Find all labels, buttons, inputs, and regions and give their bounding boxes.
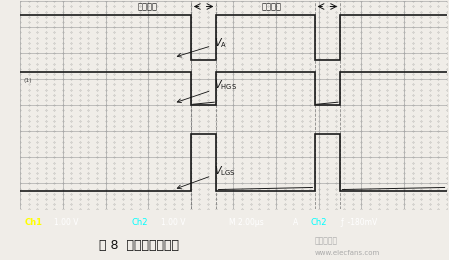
Text: (1): (1) <box>24 78 32 83</box>
Text: 图 8  实测的驱动波形: 图 8 实测的驱动波形 <box>99 239 179 252</box>
Text: Ch2: Ch2 <box>131 218 148 228</box>
Text: $V_\mathrm{A}$: $V_\mathrm{A}$ <box>177 36 228 57</box>
Text: Ch1: Ch1 <box>24 218 43 228</box>
Text: $V_\mathrm{HGS}$: $V_\mathrm{HGS}$ <box>177 79 237 103</box>
Text: ƒ  -180mV: ƒ -180mV <box>340 218 377 228</box>
Text: A: A <box>293 218 299 228</box>
Text: 1.00 V: 1.00 V <box>54 218 79 228</box>
Text: www.elecfans.com: www.elecfans.com <box>314 250 379 256</box>
Text: M 2.00μs: M 2.00μs <box>229 218 264 228</box>
Text: 电子发烧友: 电子发烧友 <box>314 237 338 246</box>
Text: 不导通区: 不导通区 <box>261 2 281 11</box>
Text: 不导通区: 不导通区 <box>137 2 158 11</box>
Text: Ch2: Ch2 <box>310 218 327 228</box>
Text: $V_\mathrm{LGS}$: $V_\mathrm{LGS}$ <box>177 164 236 189</box>
Text: 1.00 V: 1.00 V <box>161 218 185 228</box>
